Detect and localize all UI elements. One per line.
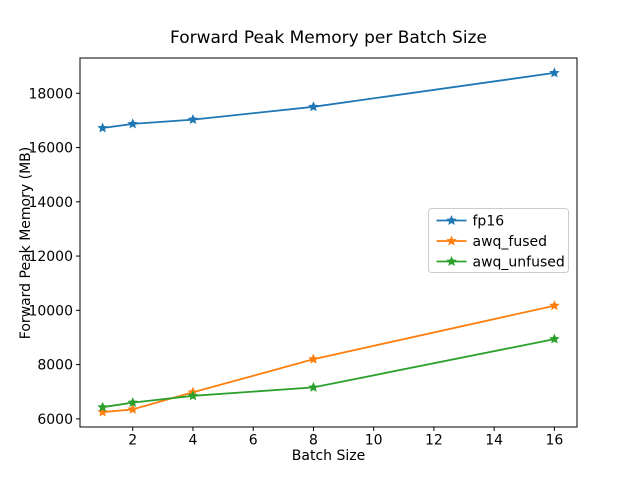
y-tick-label: 6000: [37, 412, 73, 428]
x-tick-label: 12: [425, 433, 443, 449]
marker-awq_unfused: [549, 334, 559, 344]
x-tick-label: 14: [485, 433, 503, 449]
figure: 2 4 6 8 10 12 14 16 6000 8000 10000 12000 14000 16000…: [0, 0, 640, 480]
y-tick-label: 12000: [28, 249, 73, 265]
series-line-awq_fused: [103, 306, 555, 412]
marker-awq_fused: [549, 300, 559, 310]
marker-awq_fused: [127, 404, 137, 414]
x-axis-label: Batch Size: [80, 448, 577, 464]
legend-label-awq_unfused: awq_unfused: [473, 255, 565, 271]
marker-fp16: [97, 123, 107, 133]
x-tick-label: 2: [128, 433, 137, 449]
x-tick-label: 4: [188, 433, 197, 449]
y-axis-label: Forward Peak Memory (MB): [18, 147, 34, 339]
series-line-awq_unfused: [103, 339, 555, 407]
marker-fp16: [308, 101, 318, 111]
legend-label-fp16: fp16: [473, 214, 505, 230]
marker-awq_unfused: [308, 382, 318, 392]
legend-label-awq_fused: awq_fused: [473, 234, 548, 250]
marker-fp16: [127, 118, 137, 128]
y-tick-label: 14000: [28, 195, 73, 211]
x-tick-label: 10: [365, 433, 383, 449]
chart-title: Forward Peak Memory per Batch Size: [80, 28, 577, 48]
x-tick-label: 6: [249, 433, 258, 449]
y-tick-label: 16000: [28, 141, 73, 157]
y-tick-label: 10000: [28, 303, 73, 319]
x-tick-label: 16: [545, 433, 563, 449]
chart-canvas: 2 4 6 8 10 12 14 16 6000 8000 10000 12000 14000 16000…: [0, 0, 640, 480]
series-line-fp16: [103, 73, 555, 128]
y-tick-label: 18000: [28, 86, 73, 102]
marker-fp16: [188, 114, 198, 124]
x-tick-label: 8: [309, 433, 318, 449]
marker-awq_fused: [308, 354, 318, 364]
y-tick-label: 8000: [37, 358, 73, 374]
marker-fp16: [549, 67, 559, 77]
